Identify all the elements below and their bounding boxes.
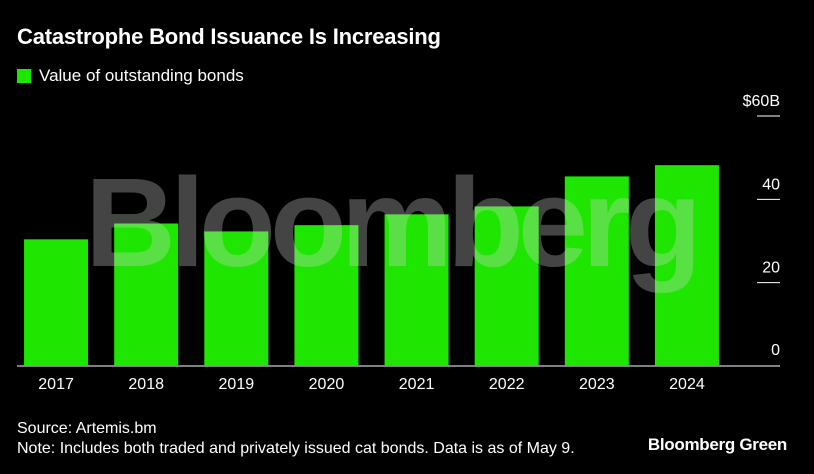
bar-2017	[24, 239, 89, 366]
bloomberg-green-logo: Bloomberg Green	[647, 435, 787, 454]
legend-label: Value of outstanding bonds	[39, 66, 244, 85]
y-tick-label: 0	[771, 342, 780, 359]
y-tick-label: $60B	[743, 93, 780, 110]
bar-2018	[114, 223, 179, 366]
x-tick-label: 2020	[309, 376, 345, 393]
bar-2023	[564, 176, 629, 366]
bar-2024	[654, 165, 719, 366]
x-tick-label: 2018	[128, 376, 164, 393]
footnote: Note: Includes both traded and privately…	[17, 440, 575, 457]
x-tick-label: 2022	[489, 376, 525, 393]
x-tick-label: 2021	[399, 376, 435, 393]
chart-title: Catastrophe Bond Issuance Is Increasing	[17, 24, 441, 49]
bar-2022	[474, 206, 539, 366]
x-tick-label: 2024	[669, 376, 705, 393]
bar-2020	[294, 225, 359, 366]
y-tick-label: 20	[762, 260, 780, 277]
bar-2021	[384, 214, 449, 366]
source-note: Source: Artemis.bm	[17, 420, 157, 437]
legend-swatch	[17, 69, 31, 83]
x-tick-label: 2017	[38, 376, 74, 393]
x-tick-label: 2023	[579, 376, 615, 393]
bar-2019	[204, 231, 269, 366]
x-tick-label: 2019	[219, 376, 255, 393]
legend: Value of outstanding bonds	[17, 66, 244, 86]
y-tick-label: 40	[762, 176, 780, 193]
